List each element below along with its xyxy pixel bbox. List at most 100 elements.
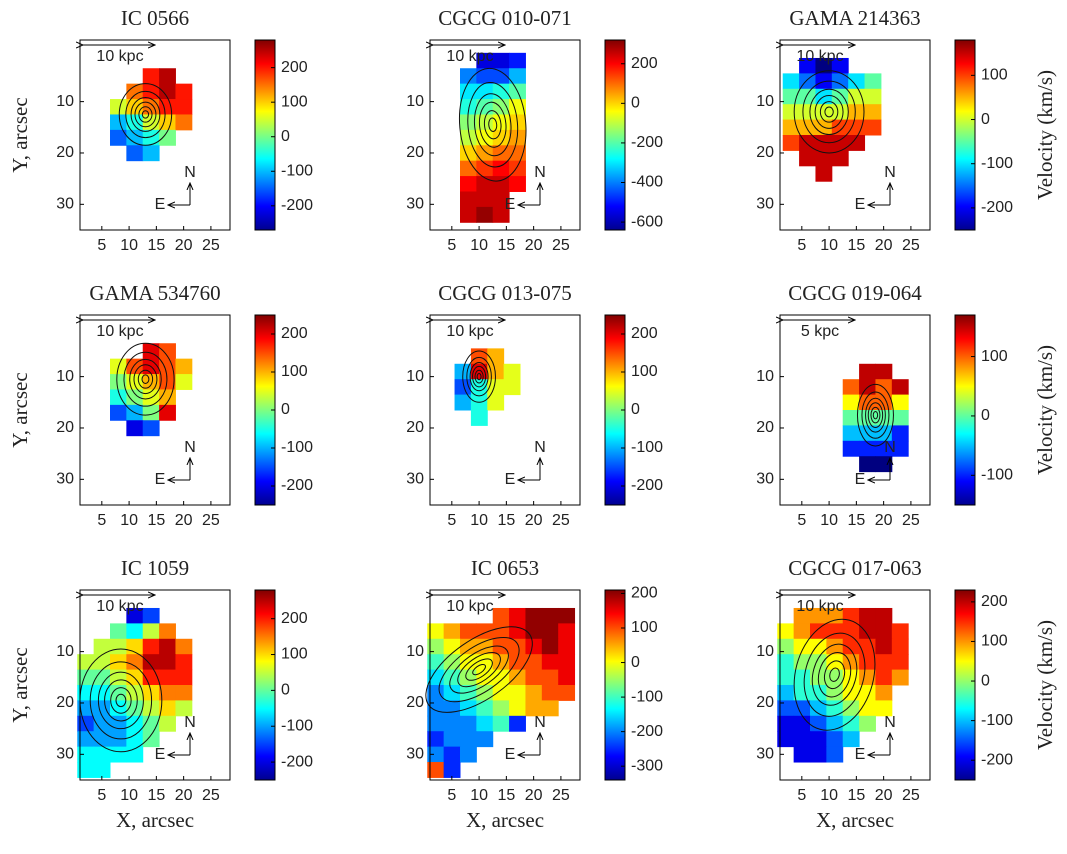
velocity-cell	[443, 731, 461, 748]
velocity-cell	[509, 52, 526, 69]
colorbar	[604, 589, 626, 781]
velocity-cell	[859, 440, 876, 457]
velocity-cell	[558, 685, 576, 701]
colorbar-tick-label: -100	[281, 439, 313, 456]
x-axis-label: X, arcsec	[116, 808, 194, 832]
velocity-cell	[443, 746, 461, 763]
velocity-cell	[126, 129, 144, 146]
colorbar-tick-label: 200	[631, 325, 658, 342]
velocity-cell	[427, 638, 445, 655]
contour	[814, 94, 844, 129]
y-tick-label: 30	[756, 471, 774, 488]
velocity-cell	[558, 638, 576, 655]
velocity-cell	[460, 206, 477, 223]
velocity-cell	[842, 379, 860, 396]
colorbar-tick-label: -400	[631, 174, 663, 191]
velocity-cell	[842, 731, 860, 748]
y-tick-label: 10	[406, 368, 424, 385]
x-tick-label: 15	[147, 787, 165, 804]
colorbar-tick-label: 100	[281, 93, 308, 110]
velocity-cell	[558, 607, 576, 624]
velocity-cell	[831, 119, 849, 136]
colorbar	[254, 589, 276, 781]
velocity-cell	[427, 746, 445, 763]
velocity-cell	[93, 715, 111, 732]
x-tick-label: 20	[525, 237, 543, 254]
colorbar-tick-label: 100	[981, 633, 1008, 650]
velocity-cell	[826, 731, 844, 748]
velocity-cell	[859, 685, 876, 701]
velocity-cell	[142, 420, 160, 437]
velocity-cell	[875, 669, 893, 686]
velocity-cell	[810, 700, 827, 717]
velocity-cell	[443, 715, 461, 732]
velocity-cell	[110, 638, 127, 655]
contour	[138, 106, 153, 123]
velocity-cell	[782, 73, 800, 90]
x-tick-label: 5	[797, 512, 806, 529]
velocity-cell	[110, 746, 127, 763]
velocity-cell	[126, 731, 144, 748]
contour	[123, 351, 168, 407]
velocity-cell	[492, 160, 510, 177]
velocity-cell	[427, 669, 445, 686]
velocity-cell	[159, 715, 176, 732]
contour	[829, 667, 840, 682]
velocity-cell	[77, 715, 95, 732]
colorbar-label: Velocity (km/s)	[1033, 70, 1057, 200]
velocity-cell	[810, 715, 827, 732]
velocity-cell	[159, 129, 176, 146]
velocity-cell	[826, 607, 844, 624]
velocity-cell	[793, 746, 811, 763]
colorbar-tick-label: 100	[281, 363, 308, 380]
velocity-cell	[777, 700, 795, 717]
velocity-cell	[93, 700, 111, 717]
contour	[793, 70, 865, 154]
velocity-cell	[558, 654, 576, 671]
velocity-cell	[460, 191, 477, 208]
velocity-cell	[110, 404, 127, 421]
velocity-cell	[891, 440, 909, 457]
velocity-cell	[891, 638, 909, 655]
compass-label: E	[505, 471, 516, 488]
contour	[118, 83, 173, 146]
velocity-cell	[831, 135, 849, 151]
x-tick-label: 15	[847, 237, 865, 254]
panel: 5 10 15 20 25 10 20 30 IC 0566 Y, arcsec 10 kpc N E 2…	[8, 6, 313, 254]
velocity-cell	[842, 638, 860, 655]
compass-label: N	[534, 164, 546, 181]
axes-frame	[79, 39, 231, 231]
velocity-cell	[427, 715, 445, 732]
axes-frame	[429, 39, 581, 231]
velocity-cell	[93, 638, 111, 655]
y-tick-label: 10	[756, 643, 774, 660]
velocity-cell	[859, 715, 876, 732]
x-tick-label: 15	[497, 787, 515, 804]
velocity-cell	[476, 715, 494, 732]
x-tick-label: 10	[470, 237, 488, 254]
panel: 5 10 15 20 25 10 20 30 CGCG 013-075 10 kpc N E 200 10…	[406, 281, 663, 529]
velocity-cell	[110, 623, 127, 640]
velocity-cell	[159, 374, 176, 390]
velocity-cell	[492, 669, 510, 686]
y-tick-label: 20	[56, 694, 74, 711]
velocity-cell	[859, 654, 876, 671]
y-axis-label: Y, arcsec	[8, 647, 32, 722]
x-tick-label: 5	[447, 237, 456, 254]
velocity-cell	[848, 88, 866, 105]
velocity-cell	[476, 68, 494, 85]
velocity-cell	[159, 638, 176, 655]
velocity-cell	[826, 654, 844, 671]
velocity-cell	[159, 404, 176, 421]
x-tick-label: 20	[525, 787, 543, 804]
velocity-cell	[77, 669, 95, 686]
velocity-cell	[831, 150, 849, 167]
velocity-cell	[864, 104, 882, 121]
velocity-cell	[842, 440, 860, 457]
velocity-cell	[93, 762, 111, 778]
velocity-cell	[492, 191, 510, 208]
colorbar	[954, 314, 976, 506]
contour	[803, 632, 866, 717]
contour	[130, 97, 161, 132]
contour	[483, 110, 502, 140]
